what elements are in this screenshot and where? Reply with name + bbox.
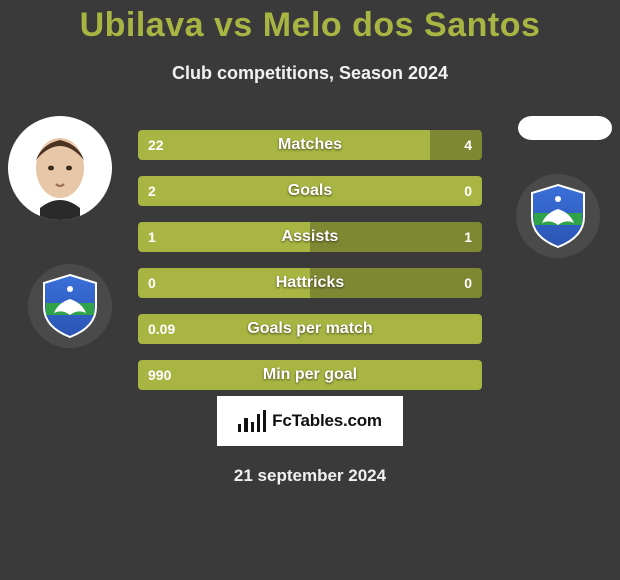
- brand-text: FcTables.com: [272, 411, 382, 431]
- player-left-avatar: [8, 116, 112, 220]
- subtitle: Club competitions, Season 2024: [0, 63, 620, 84]
- page-title: Ubilava vs Melo dos Santos: [0, 0, 620, 45]
- stat-rows: 224Matches 20Goals 11Assists 00Hattricks 0.0…: [138, 130, 482, 406]
- stat-row: 990Min per goal: [138, 360, 482, 390]
- stat-label: Assists: [138, 222, 482, 252]
- brand-bars-icon: [238, 410, 266, 432]
- shield-icon: [40, 273, 100, 339]
- player-face-icon: [20, 128, 100, 220]
- player-right-placeholder: [518, 116, 612, 140]
- comparison-stage: 224Matches 20Goals 11Assists 00Hattricks 0.0…: [0, 130, 620, 390]
- stat-label: Goals per match: [138, 314, 482, 344]
- stat-row: 20Goals: [138, 176, 482, 206]
- stat-row: 224Matches: [138, 130, 482, 160]
- date-text: 21 september 2024: [0, 466, 620, 486]
- stat-label: Goals: [138, 176, 482, 206]
- club-badge-right: [516, 174, 600, 258]
- stat-label: Min per goal: [138, 360, 482, 390]
- stat-row: 00Hattricks: [138, 268, 482, 298]
- shield-icon: [528, 183, 588, 249]
- stat-label: Matches: [138, 130, 482, 160]
- club-badge-left: [28, 264, 112, 348]
- stat-label: Hattricks: [138, 268, 482, 298]
- stat-row: 11Assists: [138, 222, 482, 252]
- stat-row: 0.09Goals per match: [138, 314, 482, 344]
